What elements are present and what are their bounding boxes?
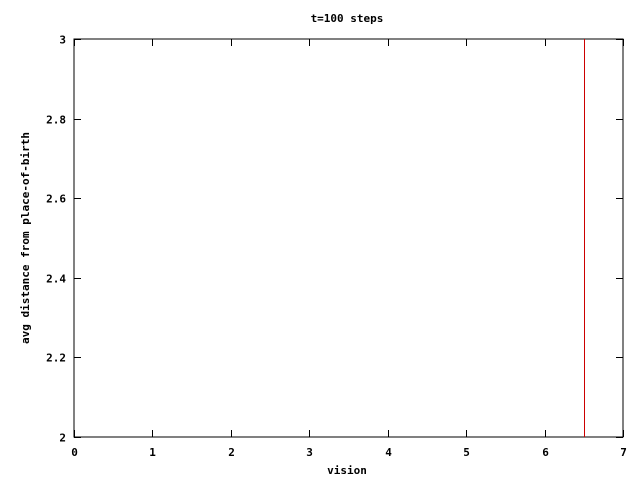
x-axis-label: vision: [327, 464, 367, 477]
y-tick-label: 2.8: [46, 114, 66, 127]
chart-title: t=100 steps: [311, 12, 384, 25]
y-axis-label: avg distance from place-of-birth: [19, 132, 32, 344]
x-tick-label: 7: [620, 446, 627, 459]
y-tick-label: 2.4: [46, 273, 66, 286]
y-tick-label: 3: [59, 34, 66, 47]
x-tick-label: 4: [385, 446, 392, 459]
x-tick-label: 3: [306, 446, 313, 459]
x-tick-label: 1: [149, 446, 156, 459]
y-tick-label: 2.6: [46, 193, 66, 206]
x-tick-label: 0: [71, 446, 78, 459]
plot-frame: [73, 38, 624, 438]
x-tick-label: 2: [228, 446, 235, 459]
y-tick-label: 2.2: [46, 352, 66, 365]
x-axis-ticks: 0 1 2 3 4 5 6 7: [71, 39, 627, 459]
y-tick-label: 2: [59, 432, 66, 445]
x-tick-label: 6: [542, 446, 549, 459]
y-axis-ticks: 2 2.2 2.4 2.6 2.8 3: [46, 34, 623, 445]
x-tick-label: 5: [463, 446, 470, 459]
